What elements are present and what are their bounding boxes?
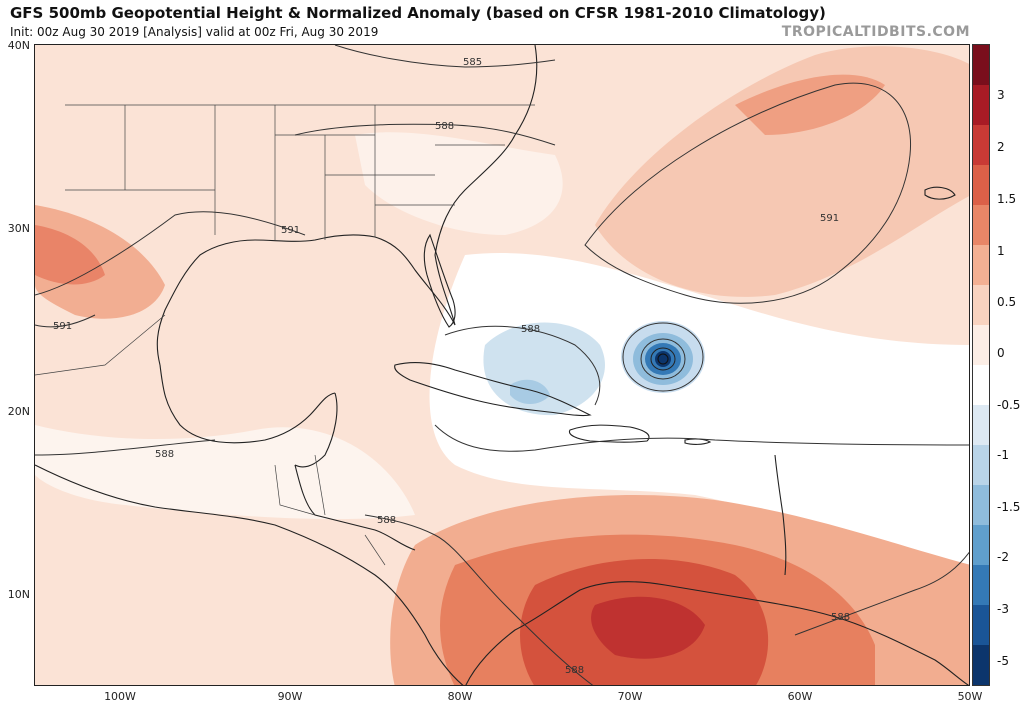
lon-label-50w: 50W — [957, 690, 983, 703]
coastlines — [35, 45, 969, 685]
contour-591-atlantic — [584, 82, 912, 304]
lon-label-90w: 90W — [277, 690, 303, 703]
contour-label: 588 — [155, 449, 174, 460]
colorbar-swatch — [973, 605, 989, 646]
colorbar-swatch — [973, 245, 989, 286]
contour-label: 588 — [565, 665, 584, 676]
contour-591-texas — [35, 314, 96, 328]
colorbar-swatch — [973, 165, 989, 206]
anomaly-map: 585 588 591 591 591 588 588 588 588 588 — [34, 44, 970, 686]
contour-588-caribbean — [434, 424, 969, 452]
contour-label: 588 — [377, 515, 396, 526]
contour-label: 591 — [53, 321, 72, 332]
colorbar-swatch — [973, 325, 989, 366]
contour-label: 588 — [831, 612, 850, 623]
colorbar-label: 3 — [997, 88, 1005, 102]
colorbar-swatch — [973, 85, 989, 126]
anomaly-colorbar — [972, 44, 990, 686]
colorbar-swatches — [973, 45, 989, 685]
lat-label-10n: 10N — [7, 588, 30, 601]
colorbar-swatch — [973, 125, 989, 166]
lat-label-40n: 40N — [7, 39, 30, 52]
contour-label: 591 — [281, 225, 300, 236]
colorbar-label: 1.5 — [997, 192, 1017, 206]
colorbar-label: 0 — [997, 346, 1005, 360]
contour-588-ca — [364, 514, 594, 685]
colorbar-label: -2 — [997, 550, 1009, 564]
contour-label: 585 — [463, 57, 482, 68]
colorbar-label: 2 — [997, 140, 1005, 154]
political-borders — [35, 104, 535, 566]
colorbar-swatch — [973, 445, 989, 486]
warm-anomaly-texas-core — [35, 225, 105, 285]
warm-anomaly-ne — [595, 46, 969, 297]
hurricane-contour-core — [657, 353, 669, 365]
cold-anomaly-hurricane-eye — [655, 351, 671, 367]
contour-585 — [334, 45, 556, 68]
contour-591-gulf — [35, 211, 306, 296]
contour-588-bahamas — [444, 325, 601, 406]
colorbar-swatch — [973, 645, 989, 685]
contour-label: 588 — [521, 324, 540, 335]
warm-anomaly-texas — [35, 205, 165, 319]
colorbar-label: -3 — [997, 602, 1009, 616]
colorbar-swatch — [973, 205, 989, 246]
neutral-anomaly-area-north — [355, 132, 563, 235]
hurricane-contour-inner — [650, 347, 676, 371]
height-contours — [35, 45, 969, 685]
contour-label: 591 — [820, 213, 839, 224]
colorbar-label: -1 — [997, 448, 1009, 462]
hurricane-contour-outer — [622, 322, 704, 392]
lon-label-100w: 100W — [104, 690, 136, 703]
warm-anomaly-sa-peak — [591, 596, 705, 659]
map-title: GFS 500mb Geopotential Height & Normaliz… — [10, 4, 826, 22]
lon-label-70w: 70W — [617, 690, 643, 703]
colorbar-label: -5 — [997, 654, 1009, 668]
warm-anomaly-ne-core — [735, 74, 885, 135]
colorbar-label: -1.5 — [997, 500, 1021, 514]
colorbar-swatch — [973, 485, 989, 526]
brand-watermark: TROPICALTIDBITS.COM — [781, 24, 970, 40]
map-subtitle: Init: 00z Aug 30 2019 [Analysis] valid a… — [10, 25, 379, 39]
colorbar-swatch — [973, 405, 989, 446]
contour-label: 588 — [435, 121, 454, 132]
colorbar-label: 1 — [997, 244, 1005, 258]
map-canvas: 585 588 591 591 591 588 588 588 588 588 — [35, 45, 969, 685]
lat-label-20n: 20N — [7, 405, 30, 418]
contour-588-sa — [794, 551, 969, 636]
hurricane-contour-mid — [640, 338, 686, 380]
colorbar-swatch — [973, 365, 989, 406]
colorbar-swatch — [973, 285, 989, 326]
colorbar-label: 0.5 — [997, 295, 1017, 309]
lon-label-80w: 80W — [447, 690, 473, 703]
contour-588-north — [294, 123, 556, 146]
contour-588-mexico — [35, 439, 216, 456]
lon-label-60w: 60W — [787, 690, 813, 703]
cold-anomaly-bahamas-core — [510, 379, 550, 404]
lat-label-30n: 30N — [7, 222, 30, 235]
colorbar-swatch — [973, 565, 989, 606]
colorbar-swatch — [973, 45, 989, 86]
colorbar-label: -0.5 — [997, 398, 1021, 412]
colorbar-swatch — [973, 525, 989, 566]
